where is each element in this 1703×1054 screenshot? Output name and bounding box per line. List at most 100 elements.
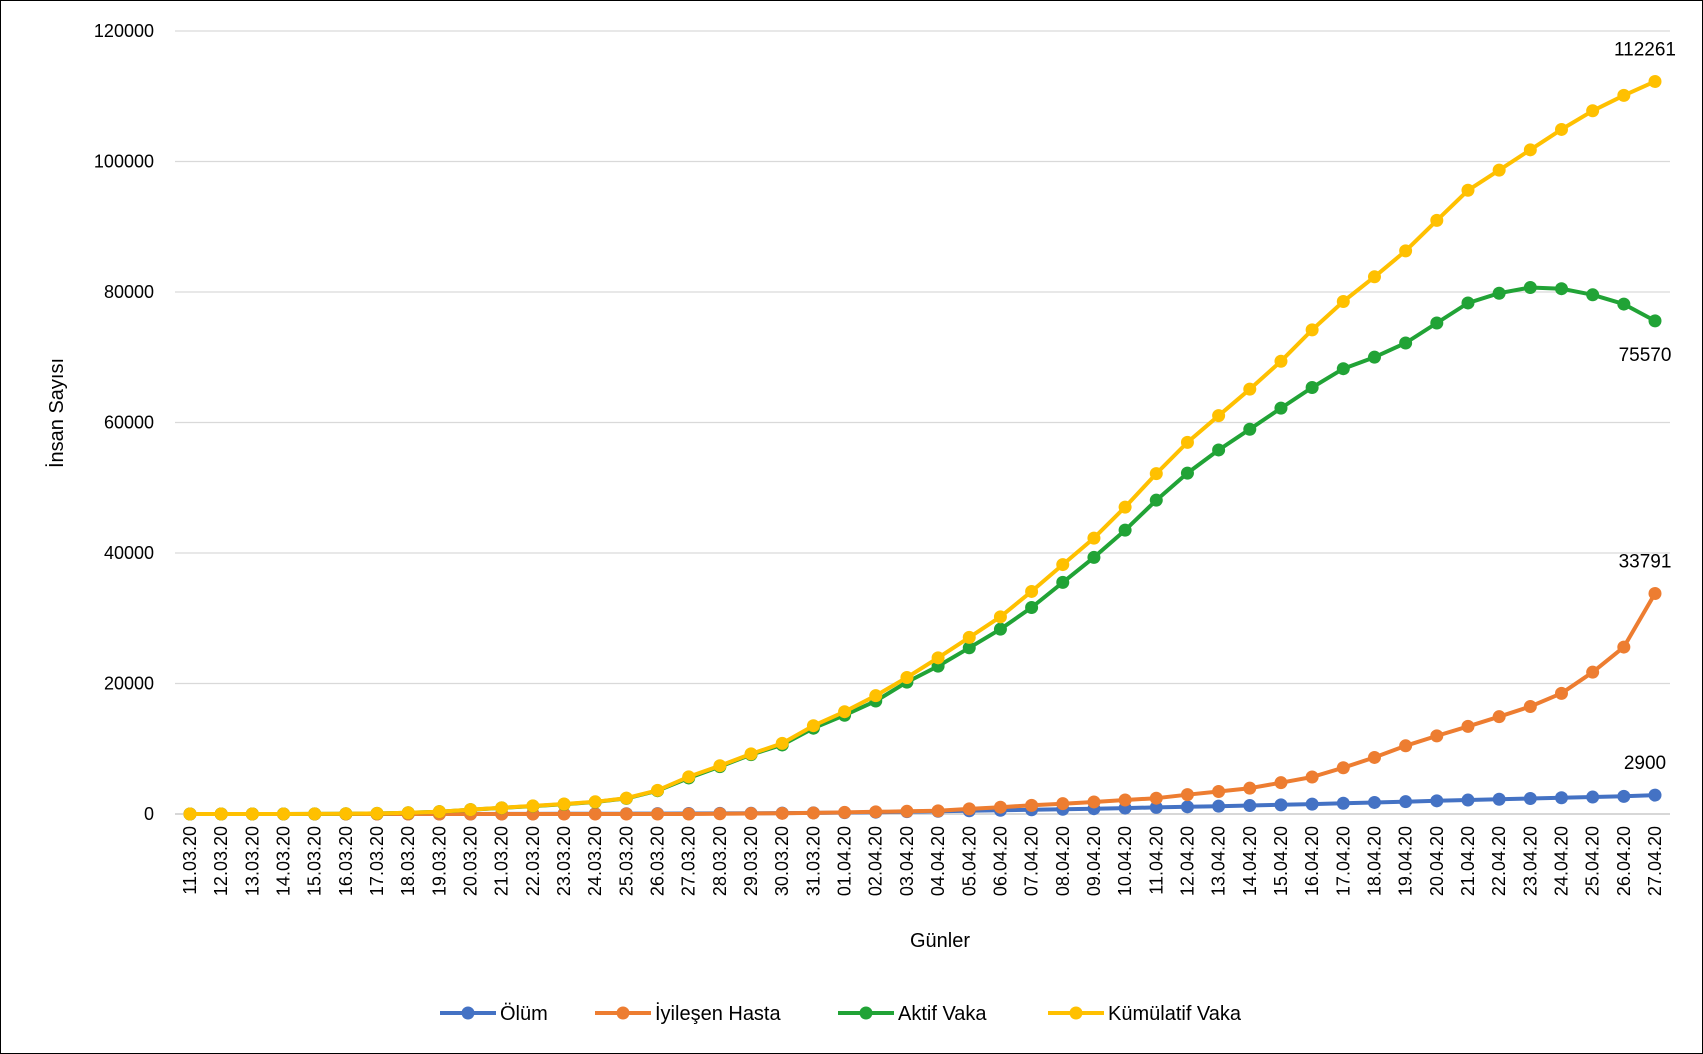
- data-point: [1648, 788, 1662, 802]
- data-point: [1554, 282, 1568, 296]
- x-tick-label: 27.03.20: [679, 826, 699, 896]
- data-point: [619, 791, 633, 805]
- data-point: [931, 804, 945, 818]
- data-point: [1243, 382, 1257, 396]
- x-tick-label: 27.04.20: [1645, 826, 1665, 896]
- legend-marker: [461, 1006, 475, 1020]
- data-point: [1274, 798, 1288, 812]
- data-point: [1212, 799, 1226, 813]
- x-tick-label: 29.03.20: [741, 826, 761, 896]
- data-point: [1025, 798, 1039, 812]
- x-tick-label: 05.04.20: [959, 826, 979, 896]
- data-point: [1336, 362, 1350, 376]
- end-data-label: 112261: [1614, 39, 1676, 60]
- data-point: [1243, 781, 1257, 795]
- x-tick-label: 02.04.20: [866, 826, 886, 896]
- x-tick-label: 06.04.20: [990, 826, 1010, 896]
- x-tick-label: 21.03.20: [492, 826, 512, 896]
- x-tick-label: 07.04.20: [1022, 826, 1042, 896]
- y-tick-label: 120000: [94, 21, 154, 41]
- data-point: [713, 807, 727, 821]
- data-point: [1461, 793, 1475, 807]
- data-point: [1274, 354, 1288, 368]
- data-point: [1274, 776, 1288, 790]
- y-tick-label: 60000: [104, 413, 154, 433]
- x-tick-label: 20.04.20: [1427, 826, 1447, 896]
- data-point: [1212, 443, 1226, 457]
- data-point: [1305, 381, 1319, 395]
- data-point: [651, 807, 665, 821]
- data-point: [1087, 795, 1101, 809]
- data-point: [962, 802, 976, 816]
- data-point: [993, 610, 1007, 624]
- data-point: [1212, 409, 1226, 423]
- data-point: [1461, 719, 1475, 733]
- data-point: [1212, 785, 1226, 799]
- data-point: [806, 806, 820, 820]
- data-point: [1492, 710, 1506, 724]
- legend-label: İyileşen Hasta: [655, 1002, 781, 1025]
- data-point: [1523, 143, 1537, 157]
- data-point: [1025, 600, 1039, 614]
- y-tick-label: 80000: [104, 282, 154, 302]
- y-axis-title: İnsan Sayısı: [45, 358, 68, 468]
- x-tick-label: 01.04.20: [835, 826, 855, 896]
- x-tick-label: 13.03.20: [242, 826, 262, 896]
- data-point: [1336, 796, 1350, 810]
- data-point: [1180, 788, 1194, 802]
- x-tick-label: 19.04.20: [1396, 826, 1416, 896]
- x-tick-label: 15.03.20: [305, 826, 325, 896]
- x-tick-label: 25.04.20: [1583, 826, 1603, 896]
- data-point: [1367, 795, 1381, 809]
- data-point: [1617, 789, 1631, 803]
- data-point: [775, 736, 789, 750]
- data-point: [1056, 575, 1070, 589]
- data-point: [1430, 316, 1444, 330]
- x-tick-label: 30.03.20: [772, 826, 792, 896]
- data-point: [900, 670, 914, 684]
- data-point: [1554, 122, 1568, 136]
- data-point: [1305, 323, 1319, 337]
- data-point: [838, 805, 852, 819]
- data-point: [1523, 699, 1537, 713]
- data-point: [1180, 800, 1194, 814]
- data-point: [993, 800, 1007, 814]
- data-point: [1180, 466, 1194, 480]
- data-point: [1648, 587, 1662, 601]
- data-point: [1399, 739, 1413, 753]
- series-İyileşen Hasta: [183, 587, 1662, 821]
- y-tick-label: 0: [144, 804, 154, 824]
- data-point: [1648, 314, 1662, 328]
- data-point: [1087, 531, 1101, 545]
- x-tick-label: 25.03.20: [616, 826, 636, 896]
- x-tick-label: 11.04.20: [1146, 826, 1166, 895]
- data-labels: 2900 33791 75570 112261: [1614, 39, 1676, 774]
- series-line: [190, 592, 1657, 816]
- series-Kümülatif Vaka: [183, 74, 1662, 821]
- x-tick-label: 26.04.20: [1614, 826, 1634, 896]
- data-point: [1399, 795, 1413, 809]
- data-point: [1367, 350, 1381, 364]
- x-tick-label: 11.03.20: [180, 826, 200, 895]
- x-tick-label: 21.04.20: [1458, 826, 1478, 896]
- data-point: [931, 651, 945, 665]
- end-data-label: 2900: [1624, 753, 1666, 774]
- series-line: [190, 79, 1656, 816]
- data-point: [1056, 558, 1070, 572]
- data-point: [401, 806, 415, 820]
- x-tick-label: 28.03.20: [710, 826, 730, 896]
- data-point: [962, 641, 976, 655]
- data-point: [1523, 791, 1537, 805]
- x-tick-label: 04.04.20: [928, 826, 948, 896]
- x-tick-label: 03.04.20: [897, 826, 917, 896]
- data-point: [1430, 213, 1444, 227]
- data-point: [1056, 797, 1070, 811]
- data-point: [214, 807, 228, 821]
- data-point: [713, 759, 727, 773]
- data-point: [744, 747, 758, 761]
- data-point: [1180, 435, 1194, 449]
- data-point: [1461, 296, 1475, 310]
- x-tick-label: 12.03.20: [211, 826, 231, 896]
- x-tick-label: 22.03.20: [523, 826, 543, 896]
